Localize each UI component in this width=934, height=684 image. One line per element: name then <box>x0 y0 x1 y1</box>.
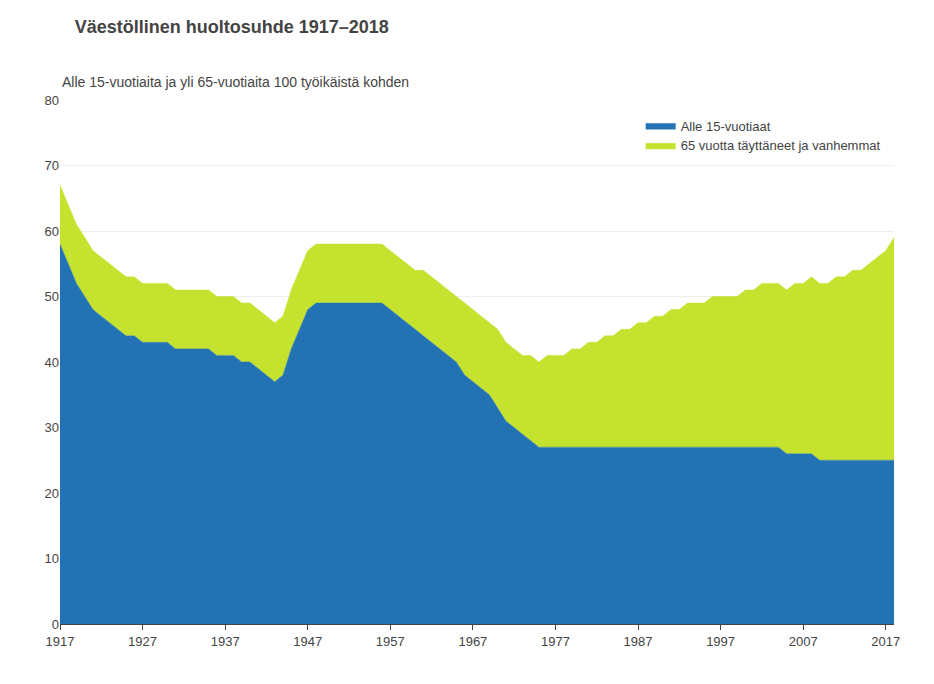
svg-text:65 vuotta täyttäneet ja vanhem: 65 vuotta täyttäneet ja vanhemmat <box>681 138 881 153</box>
svg-text:1977: 1977 <box>541 634 570 649</box>
svg-text:Alle 15-vuotiaita ja yli 65-vu: Alle 15-vuotiaita ja yli 65-vuotiaita 10… <box>62 74 409 90</box>
svg-text:50: 50 <box>45 289 59 304</box>
svg-text:1967: 1967 <box>458 634 487 649</box>
svg-text:80: 80 <box>45 93 59 108</box>
svg-text:1937: 1937 <box>211 634 240 649</box>
svg-text:30: 30 <box>45 420 59 435</box>
svg-text:1917: 1917 <box>46 634 75 649</box>
svg-text:1947: 1947 <box>293 634 322 649</box>
svg-text:2007: 2007 <box>789 634 818 649</box>
svg-text:20: 20 <box>45 486 59 501</box>
svg-text:Alle 15-vuotiaat: Alle 15-vuotiaat <box>681 119 771 134</box>
svg-text:60: 60 <box>45 224 59 239</box>
svg-text:1987: 1987 <box>624 634 653 649</box>
svg-text:2017: 2017 <box>871 634 900 649</box>
svg-text:Väestöllinen huoltosuhde 1917–: Väestöllinen huoltosuhde 1917–2018 <box>75 17 389 37</box>
svg-text:1997: 1997 <box>706 634 735 649</box>
svg-text:10: 10 <box>45 551 59 566</box>
svg-text:1957: 1957 <box>376 634 405 649</box>
svg-text:70: 70 <box>45 158 59 173</box>
svg-text:1927: 1927 <box>128 634 157 649</box>
svg-text:0: 0 <box>52 617 59 632</box>
svg-text:40: 40 <box>45 355 59 370</box>
